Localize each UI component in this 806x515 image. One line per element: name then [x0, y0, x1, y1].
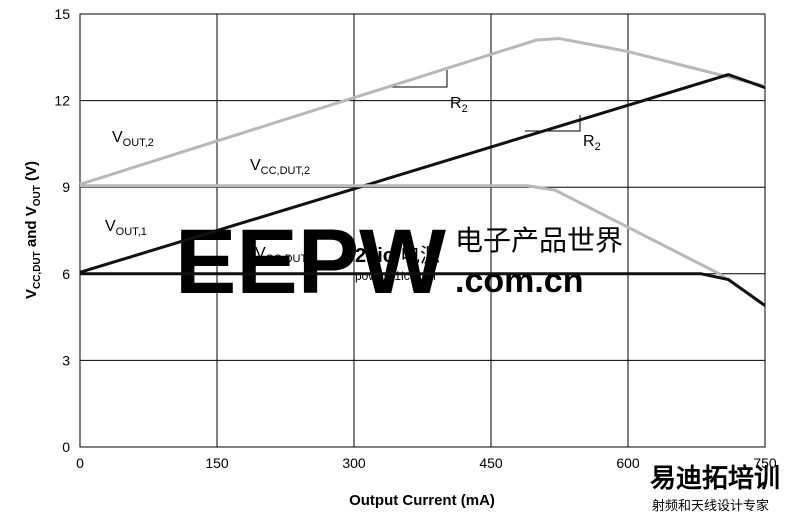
x-tick-label: 750 [753, 455, 777, 471]
watermark: .com.cn [455, 262, 583, 300]
y-axis-label-part: (V) [23, 161, 40, 185]
annotation-sub: CC,DUT,1 [266, 253, 316, 265]
y-axis-label-part: V [23, 289, 40, 299]
watermark: 电子产品世界 [455, 225, 623, 256]
x-tick-label: 0 [76, 455, 84, 471]
annotation: R2 [450, 95, 468, 115]
y-tick-label: 0 [62, 439, 70, 455]
y-axis-label-sub: OUT [32, 185, 43, 206]
y-tick-label: 9 [62, 179, 70, 195]
watermark: 电源 [400, 244, 440, 267]
series-line [79, 73, 766, 274]
annotation-sub: OUT,1 [116, 226, 147, 238]
annotation-main: V [250, 157, 261, 174]
annotation-main: V [112, 129, 123, 146]
annotation-sub: 2 [462, 103, 468, 115]
annotation: VOUT,2 [112, 129, 154, 149]
annotation: VOUT,1 [105, 218, 147, 238]
watermark: power21ic.com [355, 269, 436, 283]
watermark: 射频和天线设计专家 [652, 498, 769, 513]
x-tick-label: 300 [342, 455, 366, 471]
x-tick-label: 450 [479, 455, 503, 471]
y-axis-label-sub: CC,DUT [32, 251, 43, 289]
watermark: EEPW [175, 211, 446, 313]
y-tick-label: 12 [54, 93, 70, 109]
annotation-main: R [583, 133, 595, 150]
y-axis-label-part: and V [23, 206, 40, 251]
x-tick-label: 600 [616, 455, 640, 471]
series-line [79, 37, 766, 186]
annotation-main: V [255, 245, 266, 262]
x-axis-label: Output Current (mA) [349, 492, 495, 509]
series-line [80, 272, 766, 307]
annotation: VCC,DUT,2 [250, 157, 310, 177]
x-tick-label: 150 [205, 455, 229, 471]
watermark: 21ic [355, 245, 394, 267]
y-tick-label: 15 [54, 6, 70, 22]
y-tick-label: 3 [62, 352, 70, 368]
annotation: R2 [583, 133, 601, 153]
y-axis-label: VCC,DUT and VOUT (V) [23, 161, 43, 299]
annotation-main: V [105, 218, 116, 235]
annotation: VCC,DUT,1 [255, 245, 315, 265]
slope-marker [390, 70, 448, 88]
annotation-sub: CC,DUT,2 [261, 165, 311, 177]
watermark: 易迪拓培训 [650, 463, 780, 493]
annotation-main: R [450, 95, 462, 112]
annotation-sub: 2 [595, 141, 601, 153]
annotation-sub: OUT,2 [123, 137, 154, 149]
y-tick-label: 6 [62, 266, 70, 282]
